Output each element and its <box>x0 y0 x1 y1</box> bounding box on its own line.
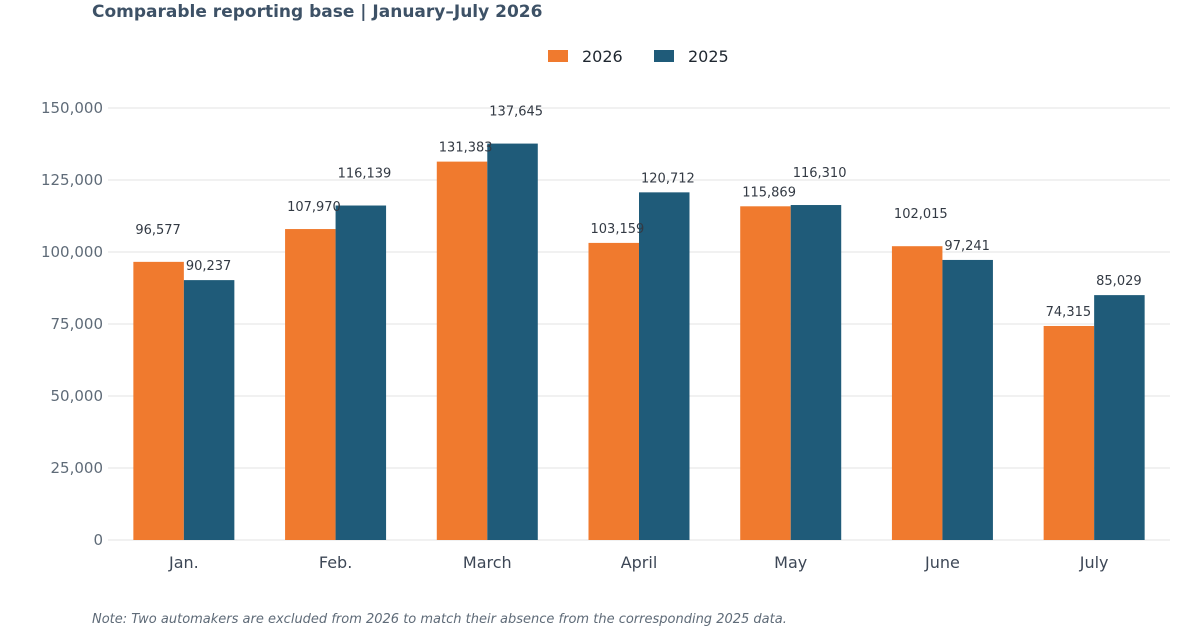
bar-2026-feb[interactable] <box>285 229 336 541</box>
data-label: 137,645 <box>489 105 543 120</box>
bar-2026-may[interactable] <box>740 206 791 540</box>
x-axis: Jan. Feb. March April May June July <box>168 553 1109 572</box>
data-label: 116,139 <box>338 167 392 182</box>
data-label: 97,241 <box>944 239 990 254</box>
x-tick-label: March <box>463 553 512 572</box>
bar-2025-july[interactable] <box>1094 295 1145 540</box>
data-label: 120,712 <box>641 171 695 186</box>
bar-2025-may[interactable] <box>790 205 842 540</box>
legend-label: 2025 <box>688 47 729 66</box>
data-labels: 96,577 90,237 107,970 116,139 131,383 137,645… <box>135 105 1141 320</box>
y-tick-label: 25,000 <box>51 459 104 477</box>
bars <box>133 143 1145 541</box>
data-label: 116,310 <box>793 166 847 181</box>
legend-item-2026[interactable]: 2026 <box>548 47 623 66</box>
bar-2025-feb[interactable] <box>335 205 387 540</box>
x-tick-label: April <box>621 553 658 572</box>
bar-2025-april[interactable] <box>639 192 690 541</box>
x-tick-label: June <box>924 553 960 572</box>
legend-swatch <box>654 50 674 62</box>
x-tick-label: July <box>1079 553 1109 572</box>
bar-2026-april[interactable] <box>588 242 640 540</box>
legend-item-2025[interactable]: 2025 <box>654 47 729 66</box>
bar-2025-march[interactable] <box>487 143 538 540</box>
data-label: 107,970 <box>287 200 341 215</box>
legend[interactable]: 2026 2025 <box>548 47 729 66</box>
legend-label: 2026 <box>582 47 623 66</box>
data-label: 131,383 <box>439 141 493 156</box>
bar-2025-jan[interactable] <box>183 280 235 540</box>
y-tick-label: 50,000 <box>51 387 104 405</box>
data-label: 103,159 <box>591 222 645 237</box>
bar-2026-june[interactable] <box>891 246 943 541</box>
y-tick-label: 0 <box>93 531 103 549</box>
data-label: 115,869 <box>742 185 796 200</box>
data-label: 74,315 <box>1046 305 1092 320</box>
x-tick-label: Feb. <box>319 553 352 572</box>
y-tick-label: 125,000 <box>41 171 103 189</box>
bar-2026-july[interactable] <box>1043 325 1095 540</box>
y-tick-label: 150,000 <box>41 99 103 117</box>
legend-swatch <box>548 50 568 62</box>
data-label: 96,577 <box>135 223 181 238</box>
data-label: 102,015 <box>894 207 948 222</box>
y-tick-label: 75,000 <box>51 315 104 333</box>
data-label: 90,237 <box>186 259 232 274</box>
y-axis: 0 25,000 50,000 75,000 100,000 125,000 150,000 <box>41 99 103 549</box>
bar-2026-jan[interactable] <box>133 261 184 540</box>
footnote: Note: Two automakers are excluded from 2… <box>92 612 787 627</box>
bar-2026-march[interactable] <box>436 161 488 541</box>
data-label: 85,029 <box>1096 274 1142 289</box>
x-tick-label: May <box>774 553 807 572</box>
bar-2025-june[interactable] <box>942 259 993 540</box>
x-tick-label: Jan. <box>168 553 199 572</box>
chart-subtitle: Comparable reporting base | January–July… <box>92 2 543 22</box>
y-tick-label: 100,000 <box>41 243 103 261</box>
